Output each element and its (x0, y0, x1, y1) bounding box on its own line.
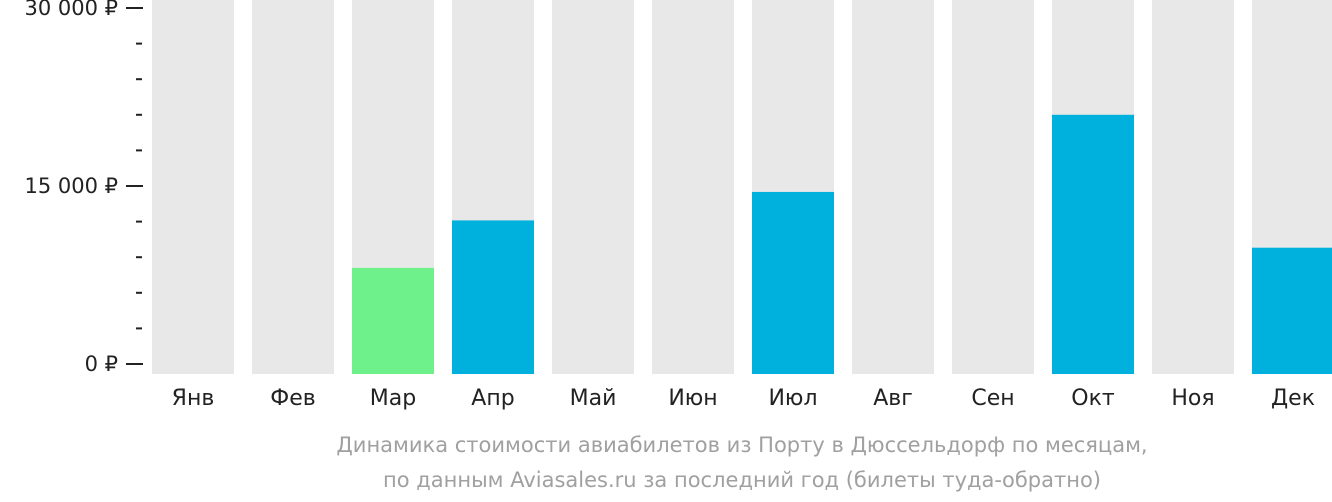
y-tick-label: 15 000 ₽ (24, 174, 118, 198)
background-bars (152, 0, 1332, 374)
y-tick-label: 0 ₽ (85, 352, 118, 376)
x-tick-label: Июл (768, 386, 817, 411)
bar-12[interactable] (1252, 247, 1332, 374)
x-tick-label: Мар (370, 386, 416, 411)
chart-caption-line2: по данным Aviasales.ru за последний год … (383, 468, 1101, 492)
x-tick-label: Ноя (1171, 386, 1214, 411)
x-tick-label: Сен (971, 386, 1014, 411)
y-axis: 0 ₽ 15 000 ₽ 30 000 ₽ (24, 0, 143, 376)
x-tick-label: Дек (1271, 386, 1315, 411)
x-axis: Янв Фев Мар Апр Май Июн Июл Авг Сен Окт Ноя Дек (172, 386, 1315, 411)
x-tick-label: Май (570, 386, 617, 411)
background-bar (252, 0, 334, 374)
background-bar (652, 0, 734, 374)
bar-4[interactable] (452, 220, 534, 374)
background-bar (852, 0, 934, 374)
bar-7[interactable] (752, 191, 834, 374)
x-tick-label: Авг (873, 386, 913, 411)
bar-10[interactable] (1052, 114, 1134, 375)
price-bar-chart: 0 ₽ 15 000 ₽ 30 000 ₽ Янв Фев Мар Апр Май Июн Ию… (24, 0, 1332, 411)
background-bar (952, 0, 1034, 374)
data-bars (352, 114, 1332, 375)
x-tick-label: Июн (668, 386, 717, 411)
background-bar (552, 0, 634, 374)
x-tick-label: Апр (471, 386, 514, 411)
x-tick-label: Фев (270, 386, 315, 411)
x-tick-label: Янв (172, 386, 215, 411)
background-bar (152, 0, 234, 374)
background-bar (1152, 0, 1234, 374)
y-tick-label: 30 000 ₽ (24, 0, 118, 20)
chart-caption-line1: Динамика стоимости авиабилетов из Порту … (336, 433, 1148, 457)
x-tick-label: Окт (1071, 386, 1115, 411)
bar-3[interactable] (352, 267, 434, 374)
